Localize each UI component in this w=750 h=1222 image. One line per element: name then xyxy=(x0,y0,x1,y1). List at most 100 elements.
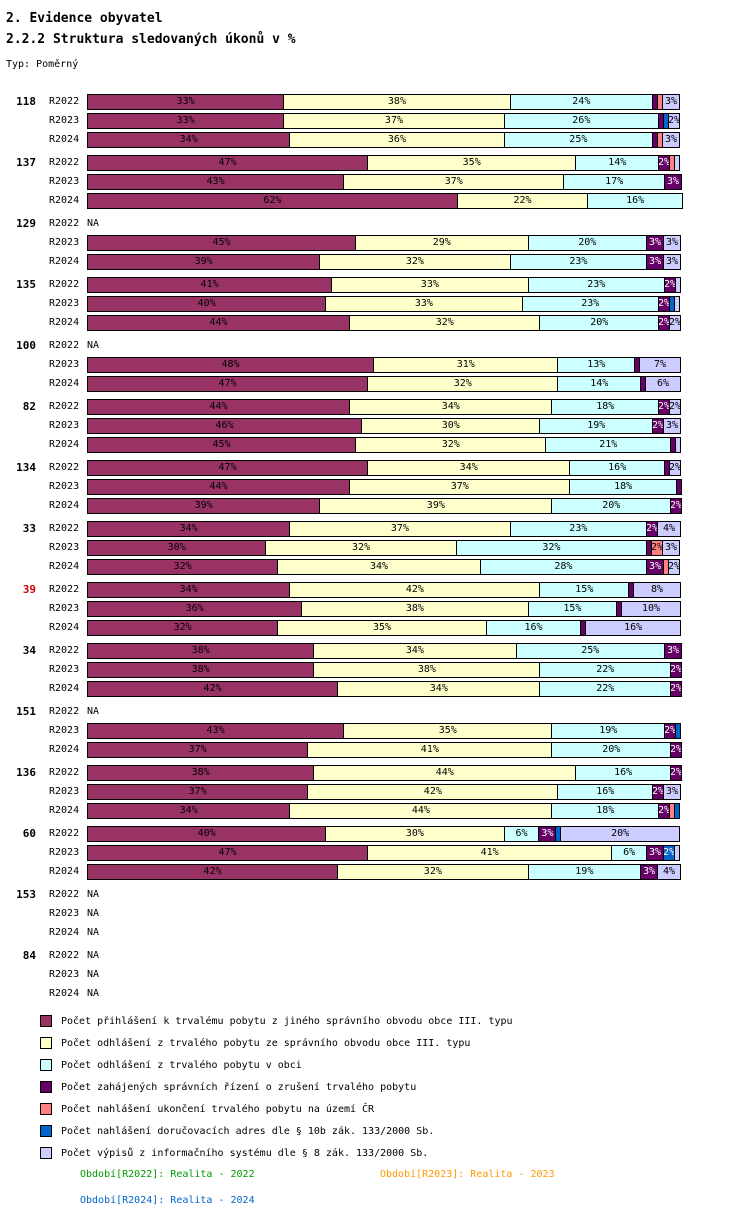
bar-segment: 42% xyxy=(289,581,541,598)
period-label: R2023 xyxy=(49,908,80,919)
bar-segment: 33% xyxy=(87,93,285,110)
stacked-bar: NA xyxy=(87,948,685,964)
bar-segment: 20% xyxy=(527,234,648,251)
period-label: R2022 xyxy=(49,340,80,351)
bar-segment: 32% xyxy=(337,863,529,880)
bar-segment: 2% xyxy=(667,112,680,129)
bar-segment: 3% xyxy=(663,783,681,800)
period-label: R2022 xyxy=(49,706,80,717)
bar-row: R2023 NA xyxy=(0,965,750,984)
bar-segment: 16% xyxy=(585,619,681,636)
period-label: R2024 xyxy=(49,500,80,511)
period-label: R2022 xyxy=(49,218,80,229)
footer-period-label: Období[R2023]: Realita - 2023 xyxy=(380,1169,555,1180)
na-label: NA xyxy=(87,340,100,351)
bar-segment: 43% xyxy=(87,722,345,739)
stacked-bar: 48% 31% 13% 7% xyxy=(87,356,685,373)
bar-segment: 19% xyxy=(551,722,666,739)
bar-row: R2023 30% 32% 32% 2% 3% xyxy=(0,538,750,557)
group-id-label: 134 xyxy=(16,461,36,474)
bar-row: R2023 43% 35% 19% 2% xyxy=(0,721,750,740)
period-label: R2024 xyxy=(49,866,80,877)
stacked-bar: NA xyxy=(87,887,685,903)
stacked-bar: 62% 22% 16% xyxy=(87,192,685,209)
legend: Počet přihlášení k trvalému pobytu z jin… xyxy=(40,1015,750,1159)
group-id-label: 84 xyxy=(22,949,36,962)
bar-row: R2024 42% 32% 19% 3% 4% xyxy=(0,862,750,881)
report-header: 2. Evidence obyvatel 2.2.2 Struktura sle… xyxy=(0,0,750,70)
footer-row: Období[R2022]: Realita - 2022 Období[R202… xyxy=(80,1169,750,1180)
bar-segment: 47% xyxy=(87,844,369,861)
bar-row: R2023 44% 37% 18% xyxy=(0,477,750,496)
bar-segment: 36% xyxy=(87,600,303,617)
stacked-bar: 30% 32% 32% 2% 3% xyxy=(87,539,685,556)
bar-segment: 41% xyxy=(307,741,553,758)
stacked-bar: 33% 38% 24% 3% xyxy=(87,93,685,110)
report-subtitle: 2.2.2 Struktura sledovaných úkonů v % xyxy=(6,32,296,47)
bar-segment: 25% xyxy=(503,131,654,148)
stacked-bar: 37% 41% 20% 2% xyxy=(87,741,685,758)
bar-segment: 37% xyxy=(349,478,571,495)
bar-row: R2023 46% 30% 19% 2% 3% xyxy=(0,416,750,435)
group-id-label: 39 xyxy=(22,583,36,596)
stacked-bar: 38% 38% 22% 2% xyxy=(87,661,685,678)
stacked-bar: 32% 35% 16% 16% xyxy=(87,619,685,636)
period-label: R2023 xyxy=(49,786,80,797)
bar-segment: 30% xyxy=(325,825,505,842)
period-label: R2024 xyxy=(49,256,80,267)
period-label: R2023 xyxy=(49,847,80,858)
period-label: R2022 xyxy=(49,950,80,961)
bar-row: 153 R2022 NA xyxy=(0,885,750,904)
bar-row: R2023 33% 37% 26% 2% xyxy=(0,111,750,130)
stacked-bar: 33% 37% 26% 2% xyxy=(87,112,685,129)
bar-segment: 2% xyxy=(669,314,681,331)
bar-segment: 18% xyxy=(569,478,677,495)
stacked-bar: 44% 34% 18% 2% 2% xyxy=(87,398,685,415)
bar-segment: 14% xyxy=(575,154,660,171)
na-label: NA xyxy=(87,706,100,717)
bar-segment: 15% xyxy=(527,600,618,617)
bar-segment: 3% xyxy=(662,539,680,556)
legend-item: Počet nahlášení doručovacích adres dle §… xyxy=(40,1125,750,1137)
period-label: R2024 xyxy=(49,988,80,999)
bar-segment: 22% xyxy=(539,661,672,678)
bar-segment: 34% xyxy=(349,398,553,415)
bar-segment: 3% xyxy=(664,173,682,190)
bar-segment: 16% xyxy=(557,783,654,800)
bar-segment: 38% xyxy=(87,661,315,678)
period-label: R2023 xyxy=(49,664,80,675)
bar-segment: 47% xyxy=(87,459,369,476)
legend-item: Počet odhlášení z trvalého pobytu ze spr… xyxy=(40,1037,750,1049)
bar-row: 134 R2022 47% 34% 16% 2% xyxy=(0,458,750,477)
bar-segment: 45% xyxy=(87,234,357,251)
bar-segment: 2% xyxy=(670,661,682,678)
stacked-bar: NA xyxy=(87,704,685,720)
bar-segment: 20% xyxy=(560,825,680,842)
bar-segment: 20% xyxy=(551,741,672,758)
period-label: R2023 xyxy=(49,420,80,431)
bar-segment: 39% xyxy=(87,253,321,270)
bar-segment: 18% xyxy=(551,802,660,819)
bar-segment: 3% xyxy=(664,642,682,659)
bar-segment: 2% xyxy=(670,497,682,514)
bar-segment: 44% xyxy=(289,802,553,819)
bar-segment: 2% xyxy=(670,680,682,697)
legend-swatch xyxy=(40,1103,52,1115)
bar-segment: 13% xyxy=(557,356,636,373)
bar-segment: 10% xyxy=(621,600,681,617)
stacked-bar: 45% 29% 20% 3% 3% xyxy=(87,234,685,251)
footer-period-label: Období[R2024]: Realita - 2024 xyxy=(80,1195,255,1206)
bar-segment xyxy=(675,436,681,453)
legend-label: Počet zahájených správních řízení o zruš… xyxy=(61,1081,417,1093)
bar-segment: 19% xyxy=(539,417,654,434)
bar-segment: 16% xyxy=(485,619,582,636)
bar-segment: 32% xyxy=(87,558,279,575)
stacked-bar: 37% 42% 16% 2% 3% xyxy=(87,783,685,800)
legend-label: Počet nahlášení doručovacích adres dle §… xyxy=(61,1125,435,1137)
bar-segment: 3% xyxy=(538,825,557,842)
bar-segment: 16% xyxy=(587,192,683,209)
bar-segment: 37% xyxy=(343,173,565,190)
group-id-label: 34 xyxy=(22,644,36,657)
bar-segment: 44% xyxy=(87,314,351,331)
bar-segment: 16% xyxy=(569,459,666,476)
